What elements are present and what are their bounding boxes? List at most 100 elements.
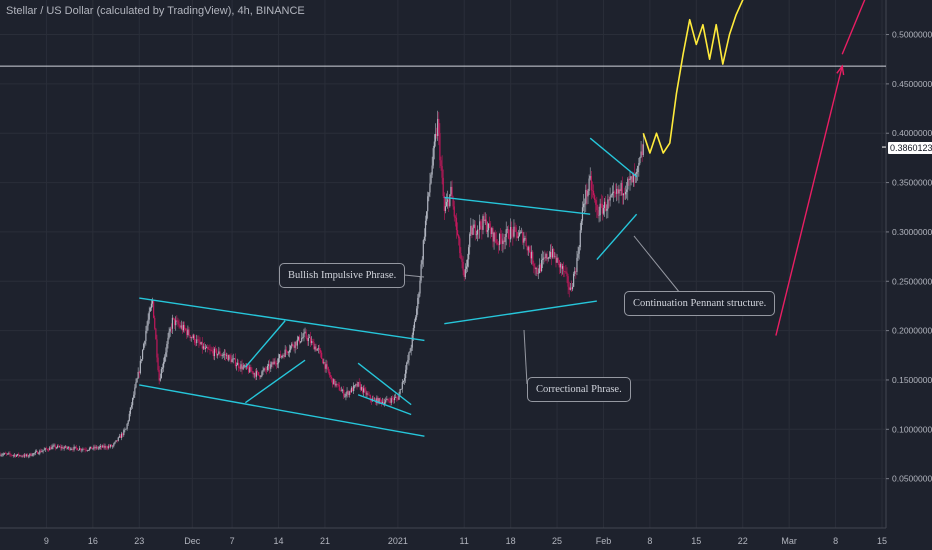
candle-up: [498, 233, 501, 245]
candle-up: [450, 186, 452, 195]
candle-down: [116, 440, 118, 441]
candle-down: [122, 433, 124, 436]
x-tick-label: Feb: [596, 536, 612, 546]
candle-up: [2, 454, 4, 455]
candle-up: [386, 398, 388, 401]
candle-up: [161, 367, 164, 370]
candle-down: [274, 361, 276, 364]
candle-up: [624, 191, 627, 195]
candle-down: [4, 453, 7, 454]
candle-down: [455, 217, 458, 231]
candle-up: [140, 359, 143, 361]
candle-up: [549, 251, 552, 258]
candle-down: [497, 243, 500, 245]
candle-up: [518, 232, 521, 237]
candle-up: [63, 447, 65, 449]
candle-down: [50, 447, 52, 450]
candle-up: [519, 231, 522, 233]
candle-up: [261, 371, 263, 377]
candle-down: [293, 346, 295, 348]
candle-up: [33, 453, 35, 454]
candle-down: [252, 371, 254, 375]
candle-up: [59, 446, 61, 448]
candle-up: [472, 227, 474, 235]
candle-up: [32, 453, 34, 456]
target-arrow-shaft: [775, 65, 843, 336]
candle-down: [181, 325, 183, 331]
candle-down: [246, 365, 249, 369]
candle-down: [501, 238, 503, 244]
candle-up: [399, 389, 401, 394]
candle-down: [477, 229, 480, 231]
candle-up: [29, 453, 31, 456]
y-tick-label: 0.05000000: [892, 474, 932, 484]
candle-up: [433, 141, 435, 149]
candle-up: [642, 144, 644, 156]
candle-up: [134, 387, 136, 395]
candle-up: [93, 446, 95, 449]
candle-up: [1, 454, 3, 456]
candle-up: [281, 355, 283, 358]
candle-down: [177, 320, 179, 325]
candle-down: [628, 178, 630, 181]
candle-down: [388, 400, 390, 402]
x-tick-label: 2021: [388, 536, 408, 546]
candle-down: [30, 453, 32, 456]
candle-down: [608, 199, 610, 201]
candle-up: [559, 264, 561, 268]
candle-up: [23, 454, 25, 457]
candle-up: [527, 247, 529, 251]
candle-down: [617, 188, 619, 194]
candle-down: [269, 364, 271, 369]
candle-down: [210, 349, 212, 351]
candle-up: [127, 420, 129, 424]
candle-down: [553, 249, 555, 257]
x-tick-label: 15: [691, 536, 701, 546]
candle-down: [238, 362, 240, 368]
candle-up: [410, 347, 412, 352]
candle-down: [69, 447, 71, 450]
candle-up: [374, 398, 376, 400]
candle-up: [43, 449, 45, 451]
candle-up: [470, 225, 472, 235]
x-tick-label: 7: [230, 536, 235, 546]
candle-down: [230, 357, 232, 363]
candle-down: [560, 264, 563, 269]
candle-down: [372, 398, 375, 400]
candle-down: [377, 397, 379, 404]
candle-up: [579, 230, 581, 248]
candle-up: [618, 189, 620, 194]
candle-down: [575, 271, 577, 272]
candle-up: [146, 325, 148, 331]
candle-up: [118, 435, 120, 438]
candle-up: [603, 201, 606, 209]
candle-down: [358, 381, 360, 384]
candle-up: [66, 447, 69, 449]
candle-up: [636, 172, 638, 174]
candle-up: [222, 354, 224, 356]
candle-up: [346, 391, 348, 394]
candle-up: [360, 387, 363, 390]
candle-down: [174, 318, 176, 326]
candle-up: [524, 238, 526, 239]
candle-down: [330, 376, 333, 379]
candle-down: [185, 328, 187, 330]
candle-up: [114, 441, 116, 444]
candle-up: [218, 351, 220, 354]
candle-down: [456, 230, 459, 236]
candle-up: [300, 341, 302, 343]
candle-down: [154, 317, 156, 329]
candle-down: [359, 383, 361, 390]
candle-up: [81, 449, 83, 451]
candle-down: [586, 189, 588, 197]
candle-down: [558, 259, 560, 268]
candle-down: [10, 454, 12, 456]
candle-up: [255, 371, 258, 377]
